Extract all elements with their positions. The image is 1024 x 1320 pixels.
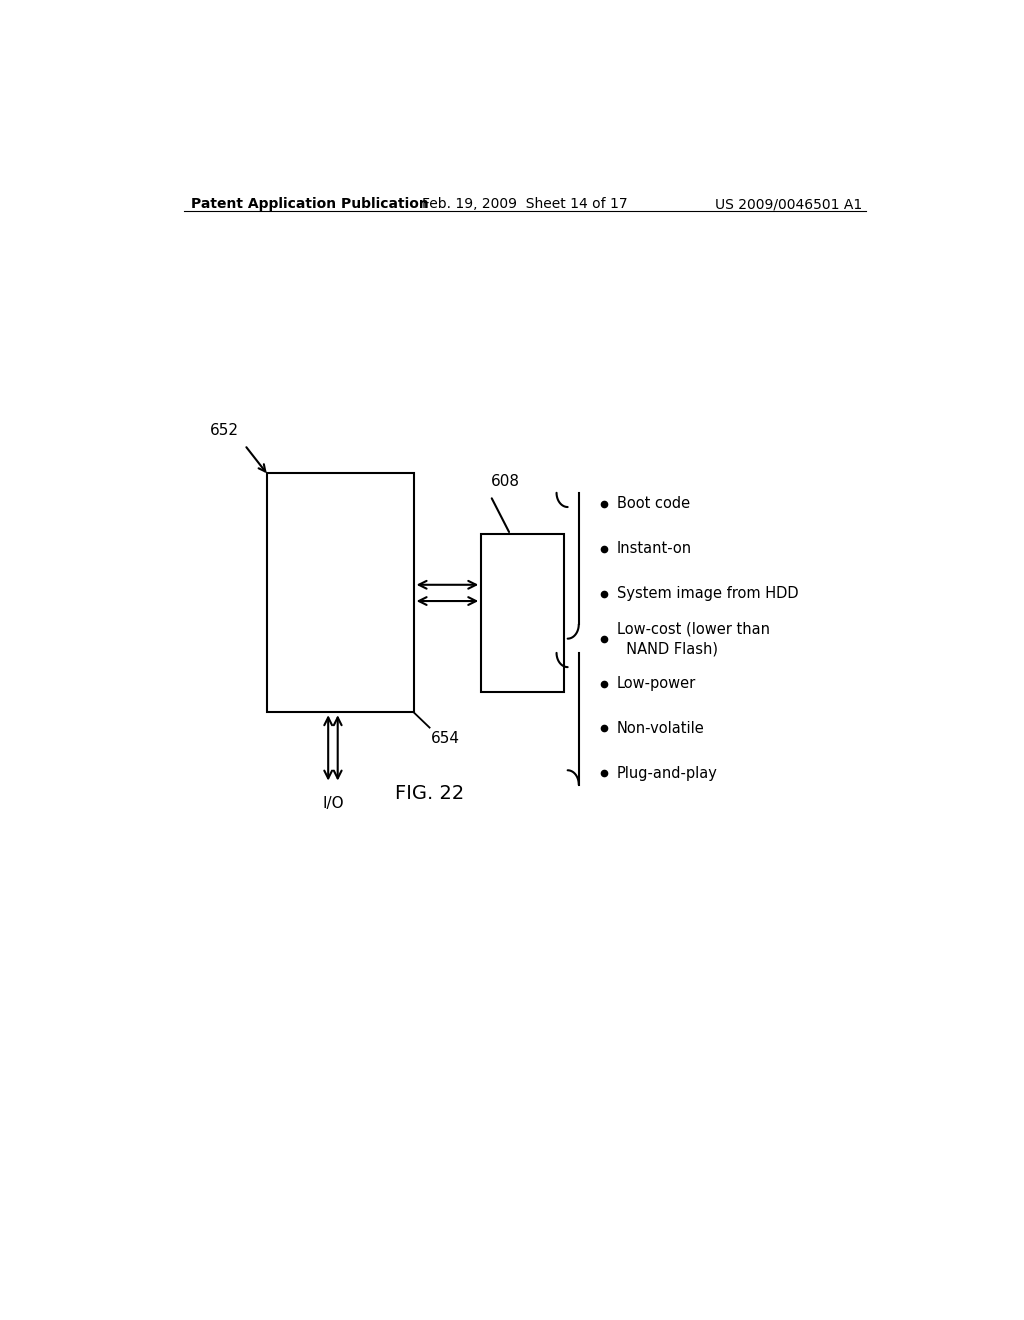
Text: 608: 608 xyxy=(490,474,519,488)
Bar xyxy=(267,474,414,713)
Text: Patent Application Publication: Patent Application Publication xyxy=(191,197,429,211)
Text: Boot code: Boot code xyxy=(616,496,690,511)
Text: 654: 654 xyxy=(431,731,460,746)
Text: Non-volatile: Non-volatile xyxy=(616,721,705,737)
Text: Instant-on: Instant-on xyxy=(616,541,692,556)
Text: Plug-and-play: Plug-and-play xyxy=(616,766,718,781)
Text: Feb. 19, 2009  Sheet 14 of 17: Feb. 19, 2009 Sheet 14 of 17 xyxy=(422,197,628,211)
Text: US 2009/0046501 A1: US 2009/0046501 A1 xyxy=(715,197,862,211)
Text: Low-cost (lower than
  NAND Flash): Low-cost (lower than NAND Flash) xyxy=(616,622,770,656)
Text: I/O: I/O xyxy=(323,796,344,810)
Text: System image from HDD: System image from HDD xyxy=(616,586,799,601)
Text: FIG. 22: FIG. 22 xyxy=(395,784,464,803)
Bar xyxy=(481,535,564,692)
Text: Low-power: Low-power xyxy=(616,676,696,692)
Text: 652: 652 xyxy=(210,422,239,438)
